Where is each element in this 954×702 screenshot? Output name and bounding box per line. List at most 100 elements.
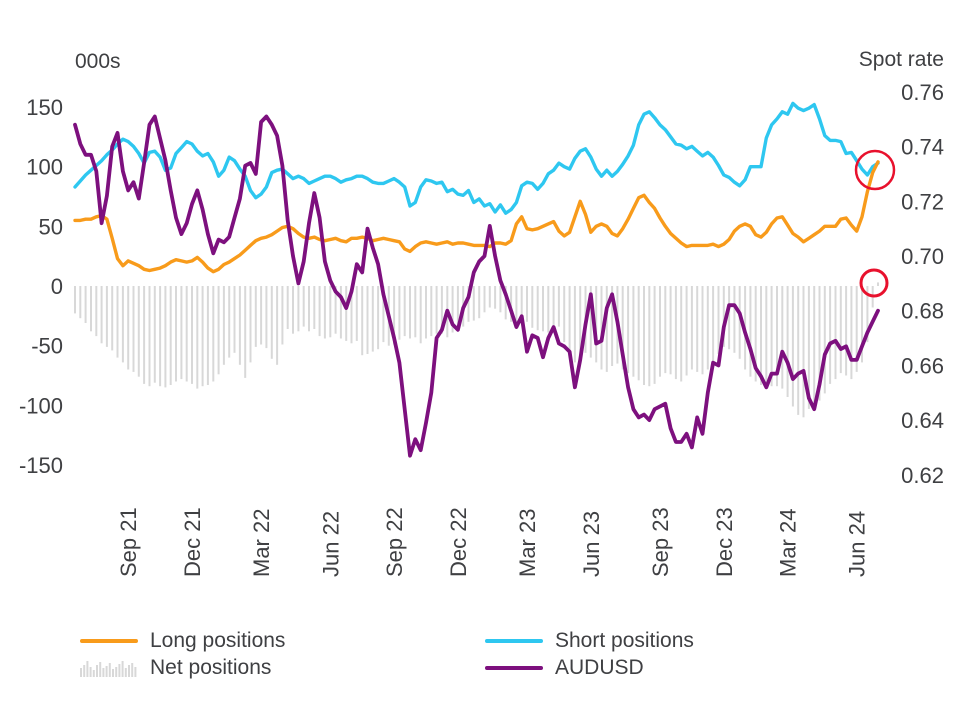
net-bar: [148, 286, 151, 387]
net-bar: [680, 286, 683, 382]
net-swatch-bar: [121, 661, 124, 677]
net-bar: [770, 286, 773, 387]
net-bar: [839, 286, 842, 374]
net-bar: [105, 286, 108, 347]
net-bar: [238, 286, 241, 365]
net-bar: [175, 286, 177, 382]
net-swatch-bar: [134, 667, 137, 677]
net-bar: [494, 286, 497, 309]
right-axis-tick: 0.66: [901, 353, 944, 378]
net-bar: [398, 286, 401, 340]
net-swatch-bar: [115, 667, 118, 677]
net-bar: [116, 286, 119, 358]
net-bar: [180, 286, 183, 380]
net-swatch-bar: [128, 665, 130, 677]
net-bar: [143, 286, 146, 384]
left-axis-tick: 50: [39, 214, 63, 239]
x-axis-tick: Mar 24: [776, 509, 801, 577]
net-bar: [137, 286, 140, 377]
net-bar: [201, 286, 204, 387]
net-bar: [483, 286, 486, 313]
net-bar: [738, 286, 741, 359]
net-bar: [866, 286, 869, 343]
net-bar: [659, 286, 661, 377]
net-swatch-bar: [118, 664, 121, 677]
net-bar: [542, 286, 544, 332]
net-bar: [425, 286, 427, 339]
net-bar: [111, 286, 114, 351]
net-bar: [621, 286, 624, 370]
net-bar: [605, 286, 608, 372]
net-bar: [276, 286, 279, 365]
net-bar: [281, 286, 284, 345]
net-bar: [510, 286, 513, 322]
net-bar: [79, 286, 82, 319]
net-bar: [414, 286, 417, 338]
net-bar: [217, 286, 220, 375]
net-bar: [366, 286, 369, 354]
net-swatch-bar: [108, 663, 111, 677]
net-bar: [754, 286, 757, 382]
legend-label-audusd: AUDUSD: [555, 656, 644, 679]
net-bar: [488, 286, 491, 308]
net-bar: [233, 286, 236, 353]
net-bar: [127, 286, 130, 370]
short-positions-swatch: [485, 639, 543, 643]
left-axis-tick: -50: [31, 334, 63, 359]
net-bar: [728, 286, 731, 350]
net-bar: [222, 286, 225, 365]
net-bar: [286, 286, 289, 329]
net-bar: [430, 286, 433, 337]
net-bar: [254, 286, 257, 347]
left-axis-tick: -150: [19, 453, 63, 478]
net-bar: [664, 286, 667, 374]
net-bar: [244, 286, 247, 378]
latest-value-highlight-circle: [854, 149, 896, 191]
x-axis-tick: Jun 24: [845, 511, 870, 577]
x-axis-tick: Mar 22: [249, 509, 274, 577]
net-bar: [206, 286, 209, 385]
x-axis-tick: Jun 22: [318, 511, 343, 577]
net-bar: [74, 286, 76, 314]
net-bar: [100, 286, 103, 344]
net-bar: [557, 286, 560, 327]
net-bar: [297, 286, 300, 332]
long-positions-line: [73, 160, 880, 274]
net-bar: [696, 286, 699, 372]
net-swatch-bar: [92, 670, 95, 677]
net-bar: [589, 286, 592, 358]
x-axis-tick: Dec 22: [446, 507, 471, 577]
right-axis-tick: 0.72: [901, 189, 944, 214]
net-bar: [499, 286, 502, 313]
net-bar: [611, 286, 614, 366]
left-axis-tick: 0: [51, 274, 63, 299]
net-bar: [552, 286, 555, 329]
net-swatch-bar: [89, 667, 92, 677]
net-bar: [653, 286, 656, 384]
legend-label-net-positions: Net positions: [150, 656, 272, 679]
net-bar: [478, 286, 481, 319]
net-bar: [786, 286, 789, 397]
left-axis-tick: 150: [26, 95, 63, 120]
legend-item-net-positions: Net positions: [80, 656, 271, 680]
right-axis-tick: 0.76: [901, 80, 944, 105]
net-bar: [355, 286, 358, 341]
net-bar: [600, 286, 603, 370]
net-bar: [435, 286, 438, 334]
left-axis-tick: -100: [19, 393, 63, 418]
net-bar: [159, 286, 162, 387]
legend-label-short-positions: Short positions: [555, 629, 694, 652]
right-axis-tick: 0.62: [901, 463, 944, 488]
net-bar: [760, 286, 762, 385]
net-bar: [169, 286, 172, 385]
net-bar: [467, 286, 470, 322]
net-swatch-bar: [80, 668, 82, 677]
right-axis-title: Spot rate: [859, 48, 944, 71]
x-axis-tick: Sep 22: [382, 507, 407, 577]
net-bar: [791, 286, 794, 407]
net-swatch-bar: [112, 669, 114, 677]
net-bar: [382, 286, 385, 343]
net-bar: [265, 286, 268, 349]
net-swatch-bar: [105, 666, 108, 677]
net-bar: [270, 286, 273, 359]
